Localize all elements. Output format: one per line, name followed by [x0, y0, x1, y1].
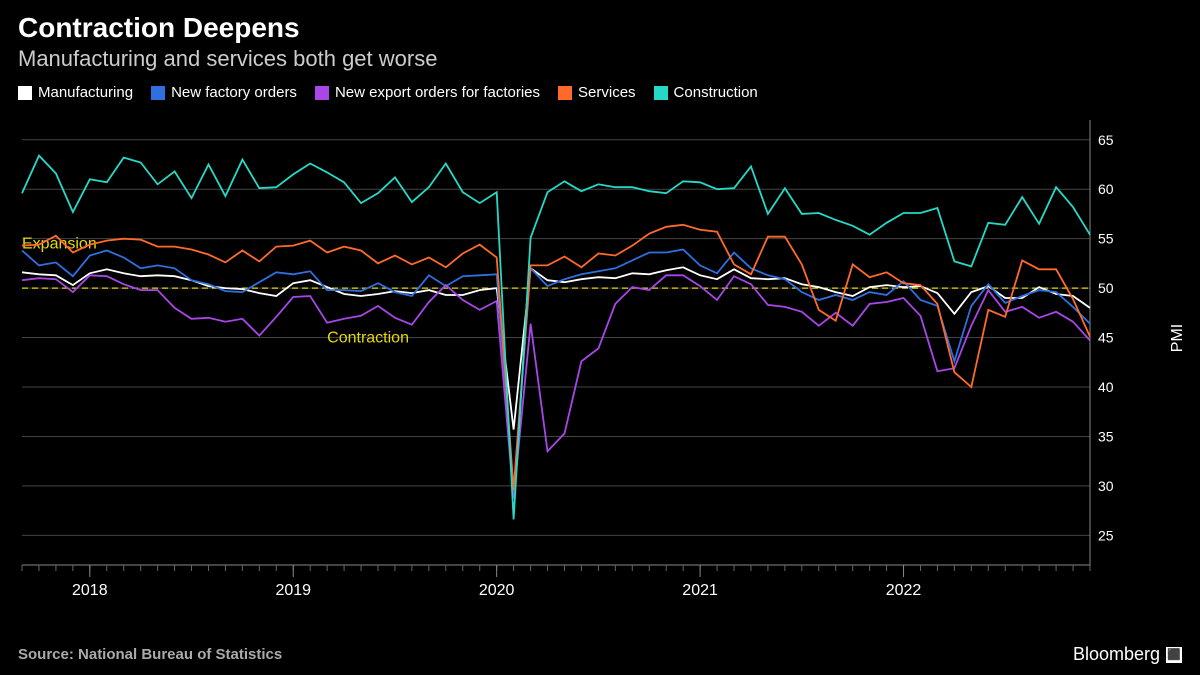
legend-label: Construction	[674, 84, 758, 101]
svg-text:25: 25	[1098, 527, 1114, 543]
legend-item: Manufacturing	[18, 84, 133, 101]
svg-text:50: 50	[1098, 280, 1114, 296]
source-text: Source: National Bureau of Statistics	[18, 646, 282, 663]
svg-text:60: 60	[1098, 181, 1114, 197]
legend-label: New export orders for factories	[335, 84, 540, 101]
brand: Bloomberg ⬛	[1073, 644, 1182, 665]
y-axis-label: PMI	[1169, 323, 1187, 351]
chart-title: Contraction Deepens	[18, 12, 1182, 44]
svg-text:2022: 2022	[886, 582, 922, 599]
legend-item: Construction	[654, 84, 758, 101]
svg-text:45: 45	[1098, 330, 1114, 346]
svg-text:65: 65	[1098, 132, 1114, 148]
svg-text:2018: 2018	[72, 582, 108, 599]
svg-text:2020: 2020	[479, 582, 515, 599]
chart-legend: Manufacturing New factory orders New expor…	[0, 76, 1200, 105]
legend-label: Manufacturing	[38, 84, 133, 101]
legend-swatch	[315, 86, 329, 100]
legend-label: Services	[578, 84, 636, 101]
legend-label: New factory orders	[171, 84, 297, 101]
brand-name: Bloomberg	[1073, 644, 1160, 665]
chart-subtitle: Manufacturing and services both get wors…	[18, 46, 1182, 72]
legend-swatch	[151, 86, 165, 100]
chart-footer: Source: National Bureau of Statistics Bl…	[18, 644, 1182, 665]
chart-svg: 25303540455055606520182019202020212022Ex…	[18, 112, 1140, 605]
svg-text:Contraction: Contraction	[327, 330, 409, 347]
svg-text:2021: 2021	[682, 582, 718, 599]
legend-item: New export orders for factories	[315, 84, 540, 101]
svg-text:35: 35	[1098, 428, 1114, 444]
brand-icon: ⬛	[1166, 647, 1182, 663]
legend-swatch	[558, 86, 572, 100]
legend-item: New factory orders	[151, 84, 297, 101]
legend-swatch	[18, 86, 32, 100]
chart-plot-area: 25303540455055606520182019202020212022Ex…	[18, 112, 1140, 605]
svg-text:2019: 2019	[275, 582, 311, 599]
svg-text:55: 55	[1098, 231, 1114, 247]
legend-swatch	[654, 86, 668, 100]
chart-header: Contraction Deepens Manufacturing and se…	[0, 0, 1200, 76]
svg-text:30: 30	[1098, 478, 1114, 494]
legend-item: Services	[558, 84, 636, 101]
svg-text:40: 40	[1098, 379, 1114, 395]
